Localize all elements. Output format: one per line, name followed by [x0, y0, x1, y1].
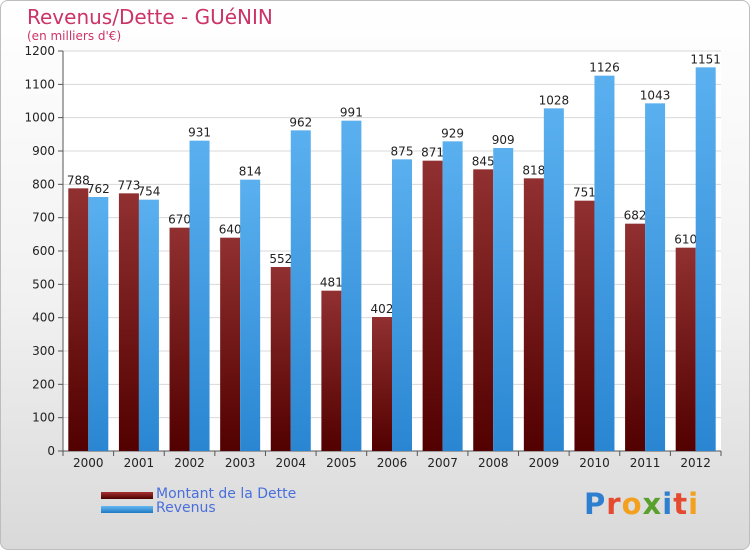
y-tick-label: 800	[32, 177, 55, 191]
x-tick-label: 2004	[275, 456, 306, 470]
logo-letter: i	[688, 487, 700, 521]
data-label-dette: 751	[573, 186, 596, 200]
data-label-revenus: 814	[239, 165, 262, 179]
x-tick-label: 2009	[529, 456, 560, 470]
logo-letter: i	[662, 487, 674, 521]
proxiti-logo: Proxiti	[584, 487, 699, 521]
y-tick-label: 600	[32, 244, 55, 258]
logo-letter: o	[621, 487, 643, 521]
bar-dette	[118, 193, 139, 452]
y-tick-label: 300	[32, 344, 55, 358]
bar-revenus	[493, 148, 514, 451]
y-tick-label: 200	[32, 377, 55, 391]
legend-label-revenus: Revenus	[156, 500, 216, 516]
legend-swatch-dette	[101, 492, 153, 499]
data-label-revenus: 962	[289, 115, 312, 129]
bar-revenus	[645, 103, 666, 451]
data-label-dette: 481	[320, 276, 343, 290]
data-label-dette: 640	[219, 223, 242, 237]
y-tick-label: 700	[32, 211, 55, 225]
bar-revenus	[594, 75, 615, 452]
y-tick-label: 0	[47, 444, 55, 458]
bar-revenus	[240, 179, 261, 451]
x-tick-label: 2003	[225, 456, 256, 470]
bar-revenus	[392, 159, 412, 452]
y-tick-label: 400	[32, 311, 55, 325]
y-tick-label: 500	[32, 277, 55, 291]
data-label-dette: 552	[269, 252, 292, 266]
y-tick-label: 100	[32, 411, 55, 425]
bar-dette	[372, 317, 392, 451]
chart-subtitle: (en milliers d'€)	[27, 29, 122, 43]
x-tick-label: 2008	[478, 456, 509, 470]
data-label-revenus: 991	[340, 106, 363, 120]
bar-dette	[68, 188, 89, 452]
bar-dette	[169, 227, 190, 451]
legend-label-dette: Montant de la Dette	[156, 486, 297, 502]
x-tick-label: 2002	[174, 456, 205, 470]
data-label-dette: 670	[168, 213, 191, 227]
bar-dette	[270, 267, 291, 451]
x-tick-label: 2000	[73, 456, 104, 470]
data-label-revenus: 931	[188, 126, 211, 140]
x-tick-label: 2001	[124, 456, 155, 470]
x-tick-label: 2011	[630, 456, 661, 470]
data-label-revenus: 875	[391, 144, 414, 158]
data-label-dette: 773	[117, 178, 140, 192]
y-tick-label: 1200	[24, 44, 55, 58]
data-label-dette: 682	[624, 209, 647, 223]
bar-dette	[422, 160, 443, 451]
logo-letter: x	[642, 487, 663, 521]
y-tick-label: 900	[32, 144, 55, 158]
data-label-dette: 845	[472, 154, 495, 168]
bar-revenus	[543, 108, 564, 451]
data-label-revenus: 929	[441, 126, 464, 140]
chart-title: Revenus/Dette - GUéNIN	[27, 5, 273, 29]
data-label-dette: 610	[674, 233, 697, 247]
bar-dette	[675, 247, 696, 451]
x-tick-label: 2007	[427, 456, 458, 470]
data-label-dette: 788	[67, 173, 90, 187]
data-label-dette: 818	[522, 163, 545, 177]
x-tick-label: 2006	[377, 456, 408, 470]
data-label-revenus: 1028	[539, 93, 570, 107]
x-tick-label: 2012	[680, 456, 711, 470]
x-tick-label: 2005	[326, 456, 357, 470]
data-label-dette: 871	[421, 146, 444, 160]
bar-dette	[220, 237, 241, 451]
bar-dette	[574, 200, 595, 451]
bar-revenus	[442, 141, 463, 452]
bar-revenus	[88, 197, 109, 451]
logo-letter: P	[584, 487, 607, 521]
bar-revenus	[189, 140, 210, 451]
data-label-revenus: 909	[492, 133, 515, 147]
x-tick-label: 2010	[579, 456, 610, 470]
data-label-dette: 402	[371, 302, 394, 316]
bar-revenus	[290, 130, 311, 452]
data-label-revenus: 754	[137, 185, 160, 199]
bar-revenus	[341, 120, 362, 452]
legend-swatch-revenus	[101, 506, 153, 513]
logo-letter: t	[673, 487, 689, 521]
y-tick-label: 1100	[24, 77, 55, 91]
bar-dette	[473, 169, 494, 452]
bar-dette	[523, 178, 544, 452]
data-label-revenus: 1126	[589, 61, 620, 75]
data-label-revenus: 762	[87, 182, 110, 196]
data-label-revenus: 1151	[690, 52, 721, 66]
bar-revenus	[138, 199, 159, 451]
bar-revenus	[695, 67, 716, 451]
logo-letter: r	[606, 487, 622, 521]
bar-dette	[321, 290, 342, 451]
y-tick-label: 1000	[24, 111, 55, 125]
data-label-revenus: 1043	[640, 88, 671, 102]
bar-dette	[625, 223, 646, 451]
